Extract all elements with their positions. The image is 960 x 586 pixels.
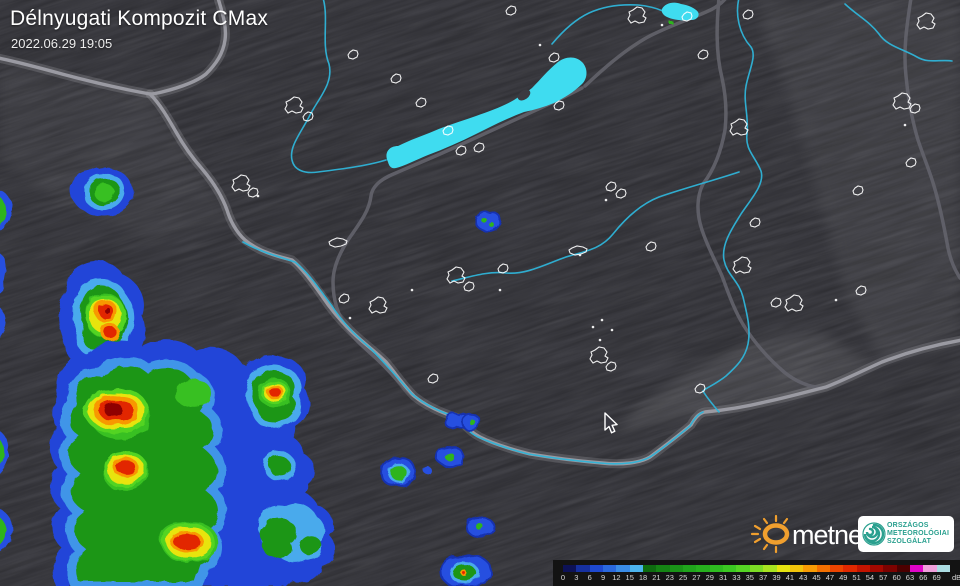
dbz-segment xyxy=(856,565,870,572)
dbz-tick: 23 xyxy=(665,573,674,582)
dbz-segment xyxy=(909,565,924,572)
dbz-segment xyxy=(843,565,857,572)
dbz-tick: 25 xyxy=(678,573,688,582)
sun-icon xyxy=(750,514,790,554)
dbz-tick: 57 xyxy=(879,573,888,582)
dbz-tick: 3 xyxy=(574,573,579,582)
dbz-tick: 33 xyxy=(732,573,741,582)
radar-cell-e xyxy=(249,434,315,503)
dbz-tick: 35 xyxy=(745,573,754,582)
radar-echoes xyxy=(0,21,673,586)
dbz-segment xyxy=(923,565,937,572)
dbz-segment xyxy=(603,565,617,572)
dbz-segment xyxy=(883,565,897,572)
dbz-color-scale xyxy=(563,565,950,572)
dbz-tick: 54 xyxy=(865,573,875,582)
radar-west-edge-slivers xyxy=(0,190,13,553)
dbz-tick: 6 xyxy=(587,573,592,582)
dbz-tick: 18 xyxy=(638,573,648,582)
dbz-segment xyxy=(696,565,710,572)
dbz-segment xyxy=(656,565,670,572)
dbz-tick: 41 xyxy=(785,573,795,582)
road-lakeside xyxy=(331,86,584,397)
metnet-label: metnet xyxy=(792,520,870,550)
dbz-segment xyxy=(616,565,630,572)
timestamp: 2022.06.29 19:05 xyxy=(11,36,113,51)
dbz-legend: 0 3 6 9 12 15 18 21 23 25 27 29 31 33 35 37 39 41 43 45 47 49… xyxy=(553,560,960,586)
river-northeast xyxy=(551,3,664,45)
dbz-segment xyxy=(763,565,777,572)
dbz-tick: 60 xyxy=(892,573,901,582)
dbz-tick: 66 xyxy=(919,573,928,582)
river-west xyxy=(290,0,387,174)
radar-small-cells xyxy=(380,21,673,586)
dbz-segment xyxy=(736,565,750,572)
dbz-segment xyxy=(683,565,697,572)
dbz-tick: 31 xyxy=(718,573,728,582)
dbz-tick: 49 xyxy=(839,573,848,582)
omsz-label: ORSZÁGOS METEOROLÓGIAI SZOLGÁLAT xyxy=(887,522,950,545)
dbz-tick: 9 xyxy=(600,573,606,582)
lakes xyxy=(386,2,699,169)
lake-balaton xyxy=(386,57,587,169)
omsz-logo[interactable]: ORSZÁGOS METEOROLÓGIAI SZOLGÁLAT xyxy=(858,516,954,552)
dbz-tick: 69 xyxy=(932,573,941,582)
dbz-tick: 47 xyxy=(825,573,835,582)
dbz-segment xyxy=(776,565,790,572)
dbz-segment xyxy=(576,565,590,572)
dbz-tick: 39 xyxy=(772,573,781,582)
dbz-tick: 12 xyxy=(612,573,621,582)
road-east xyxy=(903,0,960,280)
dbz-segment xyxy=(709,565,724,572)
radar-cluster-c xyxy=(49,339,284,586)
dbz-tick: 45 xyxy=(812,573,821,582)
dbz-segment xyxy=(629,565,644,572)
road-danube-side xyxy=(696,0,824,390)
dbz-segment xyxy=(816,565,830,572)
cursor-icon xyxy=(604,412,618,434)
tihany-peninsula xyxy=(517,89,531,101)
page-title: Délnyugati Kompozit CMax xyxy=(10,7,269,30)
river-mid xyxy=(451,171,740,282)
dbz-segment xyxy=(643,565,657,572)
radar-cell-d xyxy=(238,354,310,448)
city-dots xyxy=(256,23,907,342)
river-danube xyxy=(702,0,763,413)
radar-cell-a xyxy=(69,167,134,217)
dbz-tick: 63 xyxy=(905,573,915,582)
roads xyxy=(331,0,960,397)
dbz-tick: 0 xyxy=(560,573,566,582)
lighter-region-southeast-wedge xyxy=(616,332,872,434)
dbz-segment xyxy=(789,565,804,572)
metnet-logo[interactable]: metnet xyxy=(742,510,870,556)
dbz-segment xyxy=(829,565,844,572)
omsz-spiral-icon xyxy=(862,522,886,546)
dbz-segment xyxy=(803,565,817,572)
dbz-segment xyxy=(589,565,604,572)
dbz-tick: 37 xyxy=(759,573,768,582)
river-topright xyxy=(844,3,953,62)
dbz-unit: dBZ xyxy=(952,573,960,582)
dbz-tick: 43 xyxy=(799,573,808,582)
dbz-tick: 27 xyxy=(692,573,701,582)
lighter-region-northwest xyxy=(0,66,230,240)
city-outlines xyxy=(231,5,936,394)
dbz-segment xyxy=(749,565,764,572)
dbz-segment xyxy=(936,565,950,572)
lighter-region-northeast xyxy=(758,0,960,360)
dbz-segment xyxy=(563,565,577,572)
radar-mass-f xyxy=(244,491,336,586)
dbz-tick: 21 xyxy=(652,573,661,582)
dbz-tick: 29 xyxy=(705,573,714,582)
dbz-segment xyxy=(896,565,910,572)
dbz-segment xyxy=(869,565,884,572)
dbz-segment xyxy=(723,565,737,572)
dbz-tick: 51 xyxy=(852,573,861,582)
lake-velence xyxy=(661,2,699,21)
dbz-segment xyxy=(669,565,684,572)
dbz-tick: 15 xyxy=(625,573,634,582)
